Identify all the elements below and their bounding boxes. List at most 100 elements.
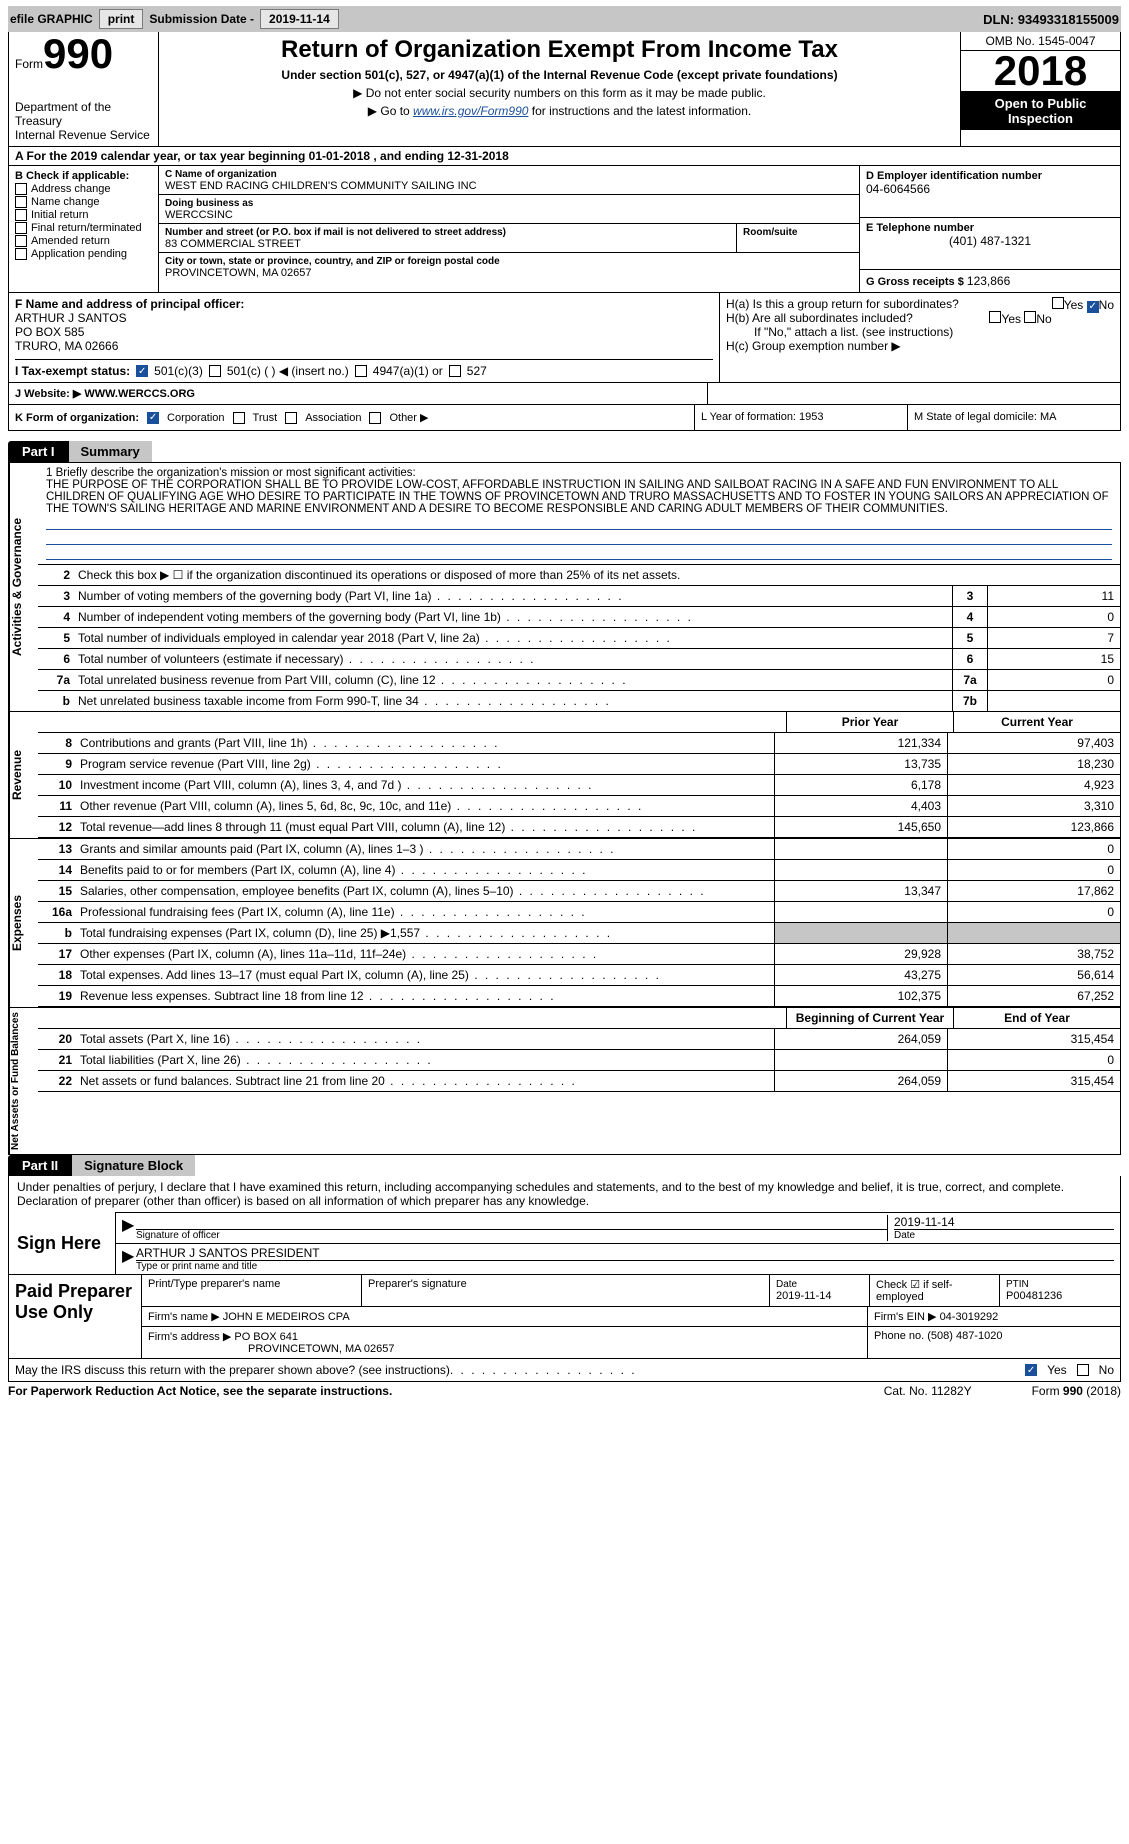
- checkbox-icon[interactable]: [989, 311, 1001, 323]
- cat-no: Cat. No. 11282Y: [884, 1384, 972, 1398]
- check-icon: ✓: [1025, 1364, 1037, 1376]
- department: Department of the Treasury Internal Reve…: [15, 100, 152, 142]
- open-inspection: Open to Public Inspection: [961, 92, 1120, 130]
- city: PROVINCETOWN, MA 02657: [165, 267, 312, 279]
- checkbox-icon[interactable]: [15, 209, 27, 221]
- dba-label: Doing business as: [165, 198, 253, 209]
- checkbox-icon[interactable]: [15, 183, 27, 195]
- declaration: Under penalties of perjury, I declare th…: [9, 1176, 1120, 1212]
- officer-name: ARTHUR J SANTOS: [15, 311, 713, 325]
- block-fh: F Name and address of principal officer:…: [8, 293, 1121, 383]
- hc-label: H(c) Group exemption number ▶: [726, 339, 1114, 353]
- checkbox-icon[interactable]: [15, 235, 27, 247]
- firm-addr: PO BOX 641: [234, 1331, 298, 1343]
- website: WWW.WERCCS.ORG: [84, 388, 195, 400]
- pp-sig-lbl: Preparer's signature: [362, 1275, 770, 1306]
- row-j: J Website: ▶ WWW.WERCCS.ORG: [8, 383, 1121, 405]
- tax-exempt-row: I Tax-exempt status: ✓501(c)(3) 501(c) (…: [15, 359, 713, 378]
- officer-label: F Name and address of principal officer:: [15, 297, 713, 311]
- ein-value: 04-6064566: [866, 182, 1114, 196]
- paid-preparer-label: Paid Preparer Use Only: [9, 1275, 142, 1358]
- col-prior: Prior Year: [786, 712, 953, 732]
- room-label: Room/suite: [743, 227, 797, 238]
- side-expenses: Expenses: [9, 839, 38, 1007]
- sign-here-label: Sign Here: [9, 1212, 116, 1274]
- submission-date-label: Submission Date -: [149, 12, 254, 26]
- form-word: Form: [15, 57, 43, 71]
- form-number: 990: [43, 30, 113, 77]
- col-beginning: Beginning of Current Year: [786, 1008, 953, 1028]
- hb-note: If "No," attach a list. (see instruction…: [726, 325, 1114, 339]
- print-button[interactable]: print: [99, 9, 144, 29]
- side-governance: Activities & Governance: [9, 463, 38, 711]
- line-a: A For the 2019 calendar year, or tax yea…: [8, 147, 1121, 166]
- checkbox-icon[interactable]: [209, 365, 221, 377]
- phone-label: E Telephone number: [866, 222, 1114, 234]
- gross-label: G Gross receipts $: [866, 276, 967, 288]
- dba-value: WERCCSINC: [165, 209, 233, 221]
- checkbox-icon[interactable]: [15, 248, 27, 260]
- check-icon: ✓: [136, 365, 148, 377]
- sig-label: Signature of officer: [136, 1230, 887, 1241]
- ha-label: H(a) Is this a group return for subordin…: [726, 297, 959, 311]
- efile-label: efile GRAPHIC: [10, 12, 93, 26]
- firm-ein: 04-3019292: [940, 1311, 999, 1323]
- side-revenue: Revenue: [9, 712, 38, 838]
- pp-date: 2019-11-14: [776, 1290, 831, 1302]
- officer-addr1: PO BOX 585: [15, 325, 713, 339]
- tax-year: 2018: [961, 51, 1120, 92]
- form-header: Form990 Department of the Treasury Inter…: [8, 32, 1121, 147]
- org-name: WEST END RACING CHILDREN'S COMMUNITY SAI…: [165, 180, 477, 192]
- submission-date-button[interactable]: 2019-11-14: [260, 9, 339, 29]
- side-netassets: Net Assets or Fund Balances: [9, 1008, 38, 1154]
- dln: DLN: 93493318155009: [983, 12, 1119, 27]
- firm-phone: (508) 487-1020: [927, 1330, 1002, 1342]
- part2-header: Part IISignature Block: [8, 1155, 1121, 1176]
- c-name-label: C Name of organization: [165, 169, 277, 180]
- b-header: B Check if applicable:: [15, 170, 152, 182]
- gross-value: 123,866: [967, 274, 1010, 288]
- officer-printed: ARTHUR J SANTOS PRESIDENT: [136, 1246, 1114, 1261]
- form-note-goto: ▶ Go to www.irs.gov/Form990 for instruct…: [167, 104, 952, 118]
- checkbox-icon[interactable]: [449, 365, 461, 377]
- mission-lead: 1 Briefly describe the organization's mi…: [46, 467, 1112, 479]
- phone-value: (401) 487-1321: [866, 234, 1114, 248]
- block-bcde: B Check if applicable: Address change Na…: [8, 166, 1121, 293]
- officer-addr2: TRURO, MA 02666: [15, 339, 713, 353]
- checkbox-icon[interactable]: [1024, 311, 1036, 323]
- row-k: K Form of organization: ✓Corporation Tru…: [8, 405, 1121, 431]
- checkbox-icon[interactable]: [15, 222, 27, 234]
- col-current: Current Year: [953, 712, 1120, 732]
- hb-label: H(b) Are all subordinates included?: [726, 311, 913, 325]
- checkbox-icon[interactable]: [15, 196, 27, 208]
- signature-block: Under penalties of perjury, I declare th…: [8, 1176, 1121, 1359]
- discuss-row: May the IRS discuss this return with the…: [8, 1359, 1121, 1382]
- pra-notice: For Paperwork Reduction Act Notice, see …: [8, 1384, 392, 1398]
- state-domicile: M State of legal domicile: MA: [907, 405, 1120, 430]
- pp-selfemp: Check ☑ if self-employed: [870, 1275, 1000, 1306]
- part1-header: Part ISummary: [8, 441, 1121, 462]
- pp-name-lbl: Print/Type preparer's name: [142, 1275, 362, 1306]
- col-end: End of Year: [953, 1008, 1120, 1028]
- firm-name: JOHN E MEDEIROS CPA: [223, 1311, 350, 1323]
- form-footer: Form 990 (2018): [1032, 1384, 1121, 1398]
- sig-date: 2019-11-14: [894, 1215, 1114, 1229]
- checkbox-icon[interactable]: [369, 412, 381, 424]
- checkbox-icon[interactable]: [355, 365, 367, 377]
- checkbox-icon[interactable]: [233, 412, 245, 424]
- irs-link[interactable]: www.irs.gov/Form990: [413, 104, 528, 118]
- check-icon: ✓: [1087, 301, 1099, 313]
- checkbox-icon[interactable]: [285, 412, 297, 424]
- summary-block: Activities & Governance 1 Briefly descri…: [8, 462, 1121, 1155]
- ein-label: D Employer identification number: [866, 170, 1114, 182]
- form-note-ssn: ▶ Do not enter social security numbers o…: [167, 86, 952, 100]
- form-title: Return of Organization Exempt From Incom…: [167, 36, 952, 64]
- ptin: P00481236: [1006, 1290, 1062, 1302]
- mission-text: THE PURPOSE OF THE CORPORATION SHALL BE …: [46, 479, 1112, 515]
- top-bar: efile GRAPHIC print Submission Date - 20…: [8, 6, 1121, 32]
- street: 83 COMMERCIAL STREET: [165, 238, 301, 250]
- checkbox-icon[interactable]: [1077, 1364, 1089, 1376]
- year-formation: L Year of formation: 1953: [694, 405, 907, 430]
- check-icon: ✓: [147, 412, 159, 424]
- checkbox-icon[interactable]: [1052, 297, 1064, 309]
